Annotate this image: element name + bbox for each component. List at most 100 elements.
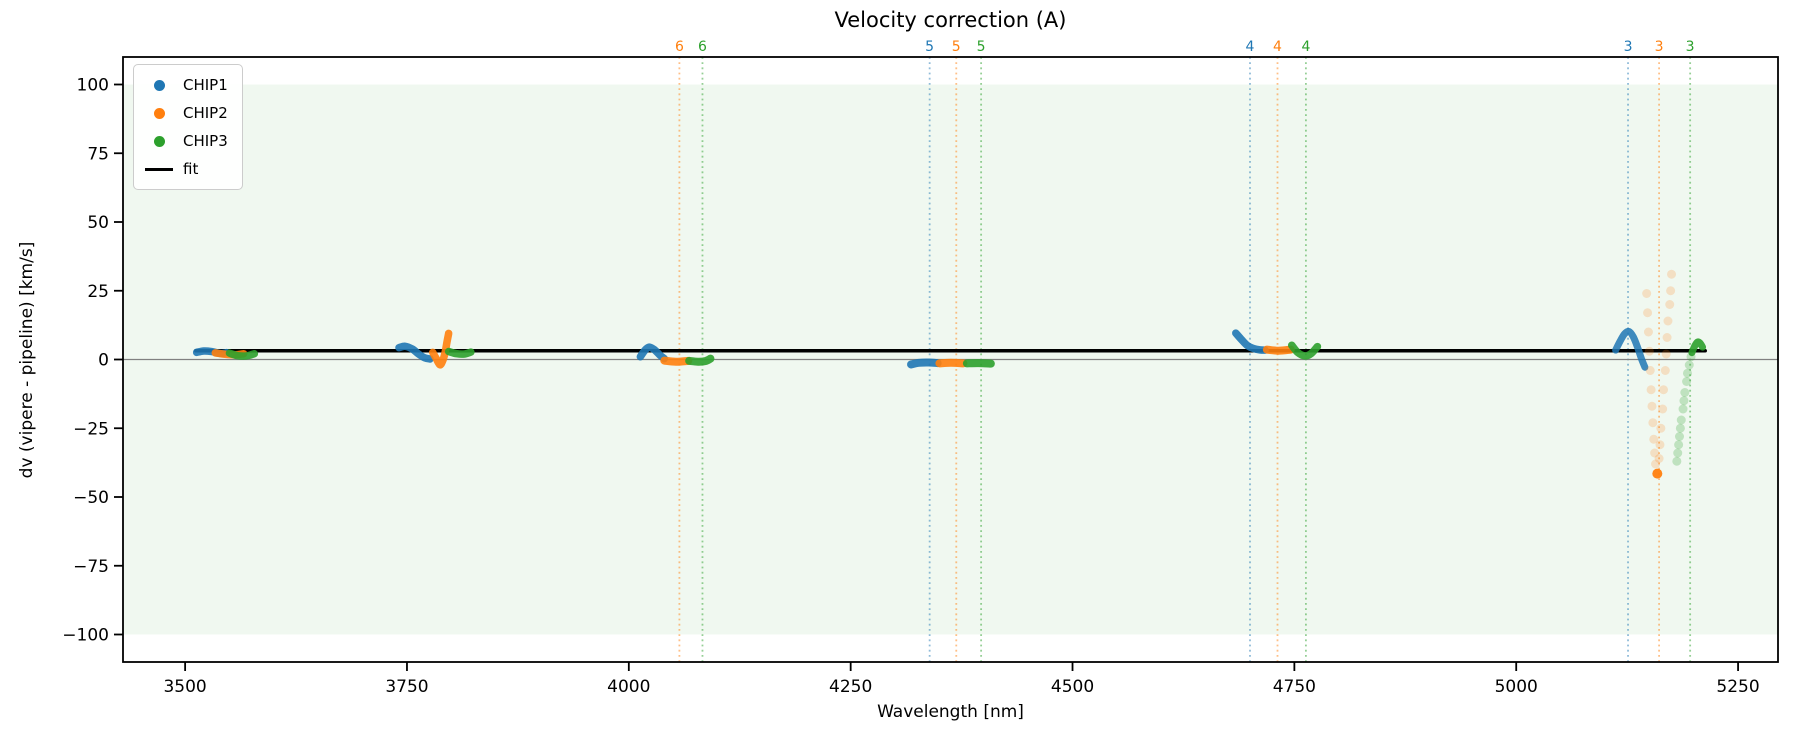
data-segment (1262, 345, 1295, 355)
data-segment (1612, 327, 1649, 371)
data-dot (1643, 308, 1653, 318)
x-tick-label: 4500 (1051, 677, 1094, 697)
x-axis-ticks: 3500 3750 4000 4250 4500 4750 5000 5250 (163, 662, 1760, 697)
data-dot (1651, 459, 1661, 469)
data-dot (1661, 349, 1671, 359)
x-tick-label: 5000 (1495, 677, 1538, 697)
legend-label: CHIP2 (183, 104, 228, 122)
y-tick-label: 25 (87, 282, 109, 302)
data-dot (1678, 404, 1688, 414)
y-axis-label: dv (vipere - pipeline) [km/s] (17, 241, 37, 479)
data-segment (1232, 329, 1269, 354)
chip3-marker-icon (144, 135, 174, 147)
legend-item-chip1: CHIP1 (144, 73, 228, 97)
data-segment (1688, 338, 1707, 357)
data-dot (1643, 327, 1653, 337)
data-dot (1680, 388, 1690, 397)
data-dot (1662, 333, 1672, 342)
data-dot (1650, 448, 1660, 458)
legend-label: fit (183, 160, 199, 178)
order-label: 5 (925, 39, 934, 55)
chart-title: Velocity correction (A) (834, 8, 1067, 32)
order-label: 6 (675, 39, 684, 55)
data-segment (395, 342, 434, 363)
data-dot (1672, 456, 1682, 466)
data-dot (1642, 289, 1652, 298)
data-segment (962, 359, 995, 368)
data-dot (1647, 401, 1657, 411)
legend-item-fit: fit (144, 157, 228, 181)
data-dot (1646, 385, 1656, 395)
data-dot (1684, 360, 1694, 370)
data-dot (1674, 440, 1684, 450)
data-segment (660, 356, 693, 366)
x-axis-label: Wavelength [nm] (877, 702, 1024, 722)
y-tick-label: 0 (98, 351, 109, 371)
data-dot (1673, 448, 1683, 458)
data-dot (1682, 377, 1692, 386)
fit-line-icon (144, 167, 174, 171)
data-dot (1656, 423, 1666, 433)
chip2-marker-icon (144, 107, 174, 119)
legend-item-chip3: CHIP3 (144, 129, 228, 153)
data-dot (1667, 269, 1677, 279)
y-tick-label: 75 (87, 144, 109, 164)
data-segment (935, 358, 968, 368)
data-dot (1648, 418, 1658, 428)
data-dot (1679, 396, 1689, 406)
data-segment (636, 343, 669, 363)
chip1-marker-icon (144, 79, 174, 91)
data-dot (1659, 385, 1669, 395)
data-dot (1655, 440, 1665, 450)
data-dot (1660, 366, 1670, 375)
legend-label: CHIP3 (183, 132, 228, 150)
data-dot (1649, 434, 1659, 444)
x-tick-label: 4250 (829, 677, 872, 697)
data-dot (1644, 346, 1654, 356)
data-segment (428, 329, 453, 369)
data-dot (1658, 404, 1668, 414)
data-segment (225, 349, 259, 360)
legend: CHIP1 CHIP2 CHIP3 fit (133, 64, 243, 190)
x-tick-label: 4000 (607, 677, 650, 697)
order-label: 6 (698, 39, 707, 55)
x-tick-label: 3500 (163, 677, 206, 697)
series-chip2 (211, 269, 1677, 479)
data-segment (907, 358, 942, 369)
data-dot (1682, 368, 1692, 378)
y-tick-label: −25 (73, 419, 109, 439)
x-tick-label: 5250 (1716, 677, 1759, 697)
series-chip3 (225, 338, 1707, 466)
data-dot (1674, 432, 1684, 441)
legend-label: CHIP1 (183, 76, 228, 94)
data-dot (1676, 415, 1686, 425)
data-dot (1675, 423, 1685, 433)
y-tick-label: 100 (77, 76, 109, 96)
y-axis-ticks: 100 75 50 25 0 −25 −50 −75 −100 (62, 76, 123, 646)
data-segment (685, 354, 715, 366)
data-dot (1645, 366, 1655, 375)
order-label: 4 (1301, 39, 1310, 55)
data-dot (1663, 316, 1673, 326)
order-label: 4 (1246, 39, 1255, 55)
data-dot (1652, 468, 1663, 479)
order-label: 5 (977, 39, 986, 55)
order-label: 4 (1273, 39, 1282, 55)
x-tick-label: 3750 (385, 677, 428, 697)
data-dot (1665, 300, 1675, 309)
data-segment (1287, 341, 1322, 360)
order-label: 5 (952, 39, 961, 55)
data-dot (1666, 286, 1676, 296)
y-tick-label: 50 (87, 213, 109, 233)
legend-item-chip2: CHIP2 (144, 101, 228, 125)
order-label: 3 (1686, 39, 1695, 55)
order-label: 3 (1655, 39, 1664, 55)
order-label: 3 (1624, 39, 1633, 55)
x-tick-label: 4750 (1273, 677, 1316, 697)
y-tick-label: −75 (73, 557, 109, 577)
y-tick-label: −100 (62, 626, 109, 646)
data-dot (1654, 454, 1664, 463)
data-segment (444, 347, 475, 358)
